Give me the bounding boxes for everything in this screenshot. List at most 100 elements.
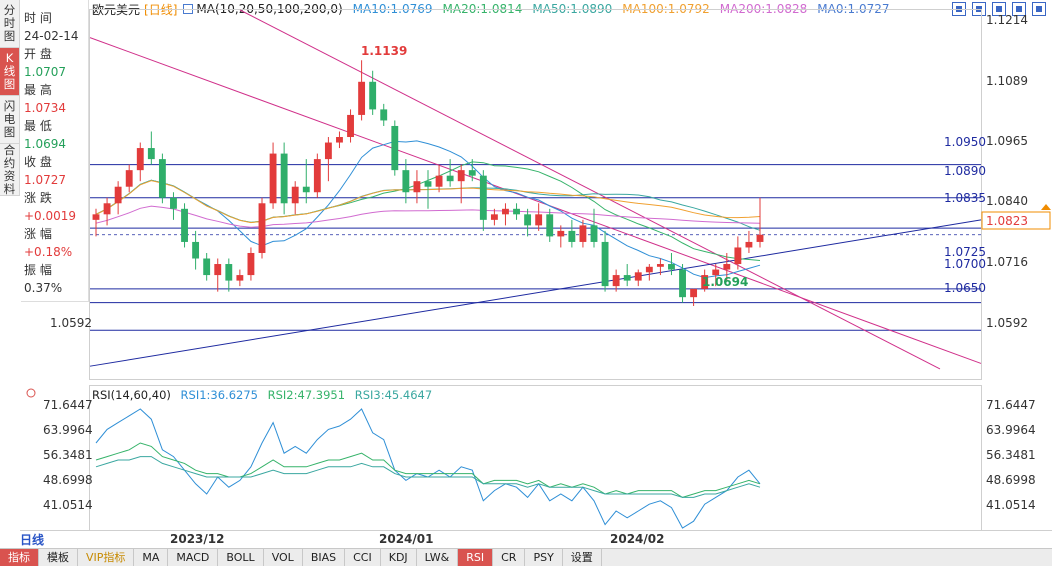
ma10-line [95,140,761,279]
indicator-tabbar: 指标 模板 VIP指标 MA MACD BOLL VOL BIAS CCI KD… [0,548,1052,566]
tab-settings[interactable]: 设置 [563,549,602,566]
low-annotation: 1.0694 [702,275,748,289]
level-label: 1.0650 [944,281,986,295]
candle-body [524,214,532,226]
rsi-header: RSI(14,60,40) RSI1:36.6275 RSI2:47.3951 … [92,388,438,402]
candle-body [170,197,177,209]
candle-body [92,214,100,220]
tab-macd[interactable]: MACD [168,549,219,566]
level-label: 1.0950 [944,135,986,149]
rsi-line-rsi3 [95,456,761,498]
candle-body [712,269,720,276]
time-label: 时 间 [24,11,52,25]
candle-body [723,264,731,270]
chart-canvas[interactable]: 1.1214 1.1089 1.0965 1.0840 1.0716 1.059… [0,0,1052,548]
level-label: 1.0700 [944,257,986,271]
candle-body [380,109,388,121]
rsi2-value: RSI2:47.3951 [267,388,346,402]
rsi-tick-left: 56.3481 [43,448,93,462]
rsi-tick-left: 48.6998 [43,473,93,487]
amp-value: 0.37% [24,281,63,295]
candle-body [690,288,698,298]
tab-cr[interactable]: CR [493,549,526,566]
rsi-title: RSI(14,60,40) [92,388,171,402]
candle-body [634,272,642,281]
candle-body [679,269,686,298]
close-label: 收 盘 [24,155,52,169]
tab-psy[interactable]: PSY [525,549,563,566]
price-tick: 1.0592 [986,316,1028,330]
candle-body [734,247,742,265]
price-tick: 1.0965 [986,134,1028,148]
candle-body [424,181,432,187]
candle-body [114,186,122,204]
amp-label: 振 幅 [24,263,52,277]
tab-indicators[interactable]: 指标 [0,549,39,566]
tab-cci[interactable]: CCI [345,549,381,566]
rsi-pane-frame [89,385,982,531]
tab-kdj[interactable]: KDJ [381,549,417,566]
price-tick: 1.0716 [986,255,1028,269]
scroll-right-icon[interactable] [1012,2,1026,16]
candle-body [181,208,188,242]
candle-body [546,214,554,237]
tab-flash[interactable]: 闪电图 [0,96,19,144]
candle-body [269,153,277,204]
rsi-tick: 71.6447 [986,398,1036,412]
candle-body [623,275,631,281]
rsi3-value: RSI3:45.4647 [354,388,433,402]
candle-body [535,214,543,226]
tab-bias[interactable]: BIAS [303,549,346,566]
tab-lw[interactable]: LW& [417,549,459,566]
rsi-tick-left: 71.6447 [43,398,93,412]
rsi-settings-icon[interactable] [26,388,36,398]
rsi-tick-left: 41.0514 [43,498,93,512]
high-value: 1.0734 [24,101,66,115]
candle-body [668,264,675,270]
fullscreen-icon[interactable] [1032,2,1046,16]
change-value: +0.0019 [24,209,77,223]
candle-body [568,230,576,242]
candle-body [291,186,299,204]
tab-timeshare[interactable]: 分时图 [0,0,19,48]
tab-vip-indicators[interactable]: VIP指标 [78,549,135,566]
candle-body [435,175,443,187]
rsi-tick: 56.3481 [986,448,1036,462]
level-label: 1.0725 [944,245,986,259]
candle-body [645,266,653,273]
time-value: 24-02-14 [24,29,79,43]
tab-templates[interactable]: 模板 [39,549,78,566]
rsi1-value: RSI1:36.6275 [180,388,258,402]
tab-rsi[interactable]: RSI [458,549,494,566]
price-tick-left: 1.0592 [50,316,92,330]
tab-vol[interactable]: VOL [264,549,303,566]
channel-line-lower [239,9,941,370]
period-selector[interactable]: 日线 [20,533,45,547]
open-label: 开 盘 [24,47,52,61]
tab-ma[interactable]: MA [134,549,169,566]
level-label: 1.0890 [944,164,986,178]
scroll-left-icon[interactable] [992,2,1006,16]
candle-body [280,153,288,204]
tab-contract-info[interactable]: 合约资料 [0,143,19,196]
candle-body [446,175,454,182]
candle-body [158,159,166,198]
candle-body [402,170,410,193]
candle-body [225,264,233,281]
candle-body [358,81,366,115]
tab-boll[interactable]: BOLL [218,549,264,566]
candle-body [468,170,476,176]
price-marker-icon [1041,204,1051,210]
level-label: 1.0835 [944,191,986,205]
candle-body [258,203,266,253]
low-value: 1.0694 [24,137,66,151]
rsi-tick: 48.6998 [986,473,1036,487]
channel-line-upper [89,37,982,364]
trend-line [89,219,982,367]
current-price: 1.0823 [986,214,1028,228]
candle-body [336,137,343,143]
candle-body [612,275,620,287]
